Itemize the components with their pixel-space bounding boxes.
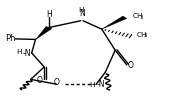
- Text: -N: -N: [22, 49, 31, 58]
- Text: O: O: [128, 61, 134, 70]
- Polygon shape: [36, 26, 52, 40]
- Text: H: H: [46, 10, 52, 19]
- Text: H: H: [79, 7, 84, 14]
- Text: CH: CH: [136, 32, 147, 38]
- Text: H: H: [89, 82, 94, 88]
- Text: 3: 3: [143, 33, 146, 38]
- Text: -N: -N: [96, 80, 105, 89]
- Text: CH: CH: [132, 13, 143, 19]
- Text: H: H: [16, 49, 21, 55]
- Text: O: O: [37, 76, 43, 85]
- Text: N: N: [80, 9, 85, 18]
- Polygon shape: [102, 16, 127, 29]
- Text: O: O: [54, 78, 60, 87]
- Text: 3: 3: [139, 15, 143, 20]
- Text: Ph: Ph: [5, 34, 16, 43]
